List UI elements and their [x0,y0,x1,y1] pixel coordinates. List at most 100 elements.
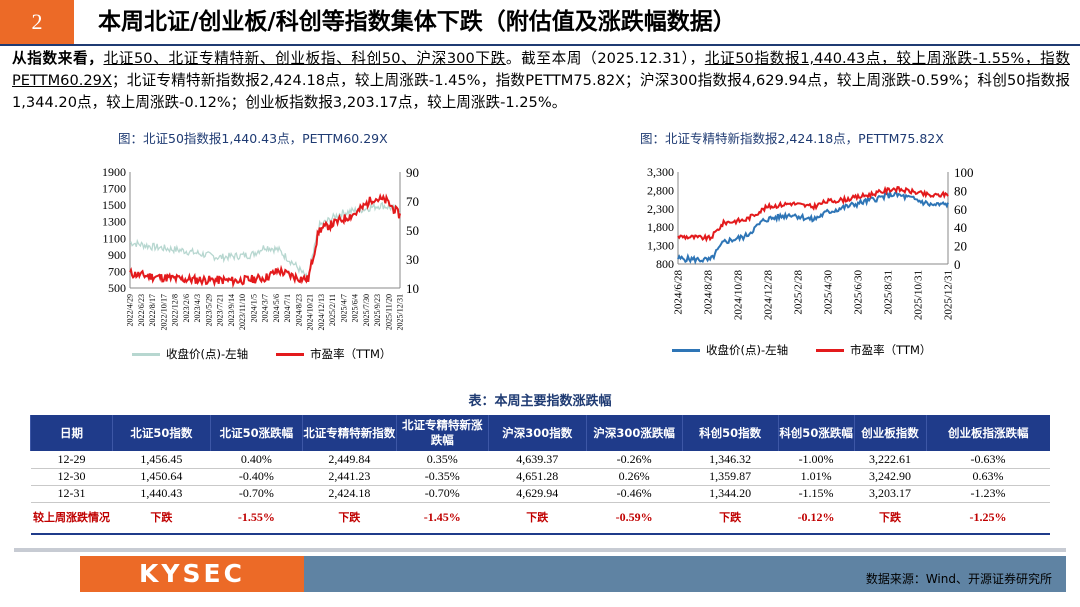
right-tick-label: 70 [406,194,419,209]
cell-direction: 下跌 [112,502,211,535]
x-tick-label: 2023/5/29 [204,294,213,326]
cell-weekly-change: -1.55% [210,502,303,535]
x-tick-label: 2025/6/30 [853,270,865,315]
cell: -0.46% [586,485,683,503]
x-tick-label: 2025/9/23 [373,294,382,326]
cell-direction: 下跌 [682,502,779,535]
cell: 12-30 [30,468,113,486]
left-tick-label: 1300 [102,215,126,229]
cell-direction: 下跌 [302,502,397,535]
legend2-label-pe: 市盈率（TTM） [850,343,932,357]
left-tick-label: 700 [108,264,126,278]
left-tick-label: 1500 [102,198,126,212]
x-tick-label: 2023/7/21 [216,294,225,326]
left-tick-label: 500 [108,281,126,295]
kysec-logo: KYSEC [80,556,304,592]
th-specialized-chg: 北证专精特新涨跌幅 [395,415,489,451]
x-tick-label: 2023/9/14 [227,294,236,326]
right-tick-label: 10 [406,281,419,296]
table-title: 表：本周主要指数涨跌幅 [468,394,612,409]
th-chinext-chg: 创业板指涨跌幅 [925,415,1050,451]
cell: 2,449.84 [302,451,397,469]
right-tick-label: 90 [406,165,419,180]
right-tick-label: 20 [954,239,967,254]
chart-bse-specialized: 3,300 2,800 2,300 1,800 1,300 800 100 80 60 40 20 0… [647,165,974,321]
left-tick-label: 3,300 [647,165,674,179]
left-tick-label: 2,300 [647,202,674,216]
left-tick-label: 900 [108,248,126,262]
table-row: 12-29 1,456.45 0.40% 2,449.84 0.35% 4,63… [30,451,1050,469]
th-csi300: 沪深300指数 [487,415,587,451]
x-tick-label: 2023/4/3 [193,294,202,322]
left-tick-label: 1100 [102,231,126,245]
right-tick-label: 100 [954,165,974,180]
cell: 4,651.28 [488,468,587,486]
th-star50-chg: 科创50涨跌幅 [777,415,855,451]
right-tick-label: 30 [406,252,419,267]
x-tick-label: 2024/8/23 [294,294,303,326]
x-tick-label: 2024/10/28 [733,270,745,321]
chart2-title: 图：北证专精特新指数报2,424.18点，PETTM75.82X [640,131,944,146]
x-tick-label: 2025/10/31 [913,270,925,320]
th-bse50-chg: 北证50涨跌幅 [209,415,303,451]
left-tick-label: 1,300 [647,239,674,253]
legend2-pe: 市盈率（TTM） [816,342,931,358]
footer-bar [304,556,1066,592]
x-tick-label: 2025/12/31 [396,294,405,330]
x-tick-label: 2022/12/8 [171,294,180,326]
x-tick-label: 2025/6/4 [351,294,360,322]
cell: -1.00% [778,451,855,469]
series-pe-ttm-line [677,185,949,243]
cell: 1,346.32 [682,451,779,469]
cell: 1.01% [778,468,855,486]
x-tick-label: 2022/8/17 [148,294,157,326]
left-tick-label: 2,800 [647,183,674,197]
x-tick-label: 2025/8/31 [883,270,895,315]
cell: -0.63% [926,451,1050,469]
section-number: 2 [0,0,74,44]
chart2-legend: 收盘价(点)-左轴 市盈率（TTM） [672,342,959,358]
legend-swatch-pe [276,352,305,356]
chart1-title: 图：北证50指数报1,440.43点，PETTM60.29X [118,131,388,146]
table-row: 12-31 1,440.43 -0.70% 2,424.18 -0.70% 4,… [30,485,1050,503]
cell: -0.26% [586,451,683,469]
table-header-row: 日期 北证50指数 北证50涨跌幅 北证专精特新指数 北证专精特新涨跌幅 沪深3… [30,415,1050,451]
chart-bse50: 1900170015001300110090070050090705030102… [102,165,419,330]
chart1-legend: 收盘价(点)-左轴 市盈率（TTM） [132,346,419,362]
x-tick-label: 2025/12/31 [943,270,955,320]
series-pe-ttm-line [129,193,401,289]
cell-weekly-change: -0.59% [586,502,683,535]
cell: 3,203.17 [854,485,927,503]
cell: 0.26% [586,468,683,486]
cell-weekly-change: -1.45% [396,502,489,535]
x-tick-label: 2024/6/28 [673,270,685,315]
right-tick-label: 60 [954,202,967,217]
slide-title: 本周北证/创业板/科创等指数集体下跌（附估值及涨跌幅数据） [98,9,736,35]
th-date: 日期 [30,415,113,451]
left-tick-label: 1,800 [647,220,674,234]
data-source: 数据来源：Wind、开源证券研究所 [865,572,1052,586]
summary-part1: 北证50、北证专精特新、创业板指、科创50、沪深300下跌 [103,50,506,67]
right-tick-label: 80 [954,183,967,198]
x-tick-label: 2024/8/28 [703,270,715,315]
cell: 12-31 [30,485,113,503]
th-star50: 科创50指数 [681,415,779,451]
x-tick-label: 2024/5/6 [272,294,281,322]
cell: 1,344.20 [682,485,779,503]
cell: 0.63% [926,468,1050,486]
right-tick-label: 40 [954,220,967,235]
th-chinext: 创业板指数 [853,415,927,451]
x-tick-label: 2022/6/23 [137,294,146,326]
th-specialized: 北证专精特新指数 [301,415,397,451]
cell: -1.15% [778,485,855,503]
legend-pe: 市盈率（TTM） [276,346,391,362]
series-close-price-line [677,189,949,265]
x-tick-label: 2023/2/6 [182,294,191,322]
x-tick-label: 2025/11/20 [384,294,393,330]
x-tick-label: 2025/7/30 [362,294,371,326]
cell-weekly-change: -1.25% [926,502,1050,535]
summary-row: 较上周涨跌情况 下跌 -1.55% 下跌 -1.45% 下跌 -0.59% 下跌… [30,502,1050,535]
cell: -1.23% [926,485,1050,503]
cell: 1,450.64 [112,468,211,486]
x-tick-label: 2023/11/10 [238,294,247,330]
